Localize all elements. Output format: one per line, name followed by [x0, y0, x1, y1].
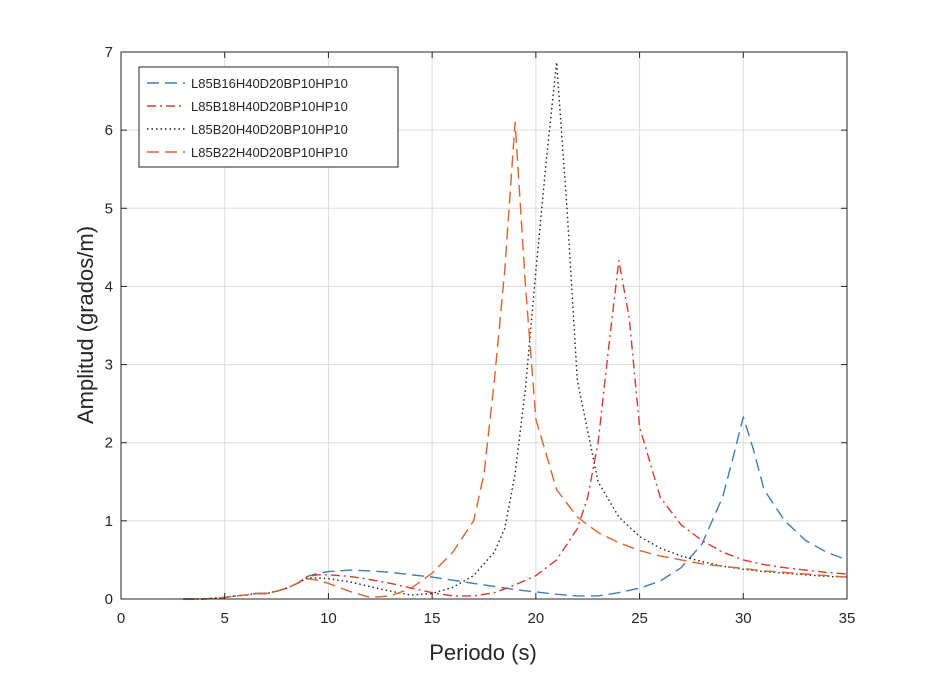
series-line-4: [183, 121, 848, 600]
y-axis-label: Amplitud (grados/m): [73, 226, 98, 424]
legend-label: L85B16H40D20BP10HP10: [191, 76, 348, 91]
x-tick-label: 25: [631, 610, 648, 627]
x-tick-label: 10: [320, 610, 337, 627]
x-tick-label: 0: [117, 610, 125, 627]
x-tick-label: 5: [221, 610, 229, 627]
y-tick-label: 6: [105, 122, 113, 139]
series-layer: [183, 61, 848, 600]
x-axis-label: Periodo (s): [429, 640, 537, 665]
x-tick-label: 15: [424, 610, 441, 627]
plot-frame: [120, 51, 848, 600]
y-tick-label: 2: [105, 435, 113, 452]
legend-box: [138, 66, 399, 168]
legend-label: L85B22H40D20BP10HP10: [191, 145, 348, 160]
y-tick-label: 1: [105, 513, 113, 530]
x-tick-label: 35: [839, 610, 856, 627]
tick-layer: 0 5 10 15 20 25 30 35 0 1 2 3 4 5 6 7: [105, 44, 856, 627]
y-tick-label: 3: [105, 357, 113, 374]
legend-label: L85B20H40D20BP10HP10: [191, 122, 348, 137]
y-tick-label: 4: [105, 278, 113, 295]
legend-label: L85B18H40D20BP10HP10: [191, 99, 348, 114]
y-tick-label: 5: [105, 200, 113, 217]
x-tick-label: 30: [735, 610, 752, 627]
y-tick-label: 0: [105, 591, 113, 608]
x-tick-label: 20: [528, 610, 545, 627]
legend: L85B16H40D20BP10HP10 L85B18H40D20BP10HP10…: [138, 66, 399, 168]
y-tick-label: 7: [105, 44, 113, 61]
